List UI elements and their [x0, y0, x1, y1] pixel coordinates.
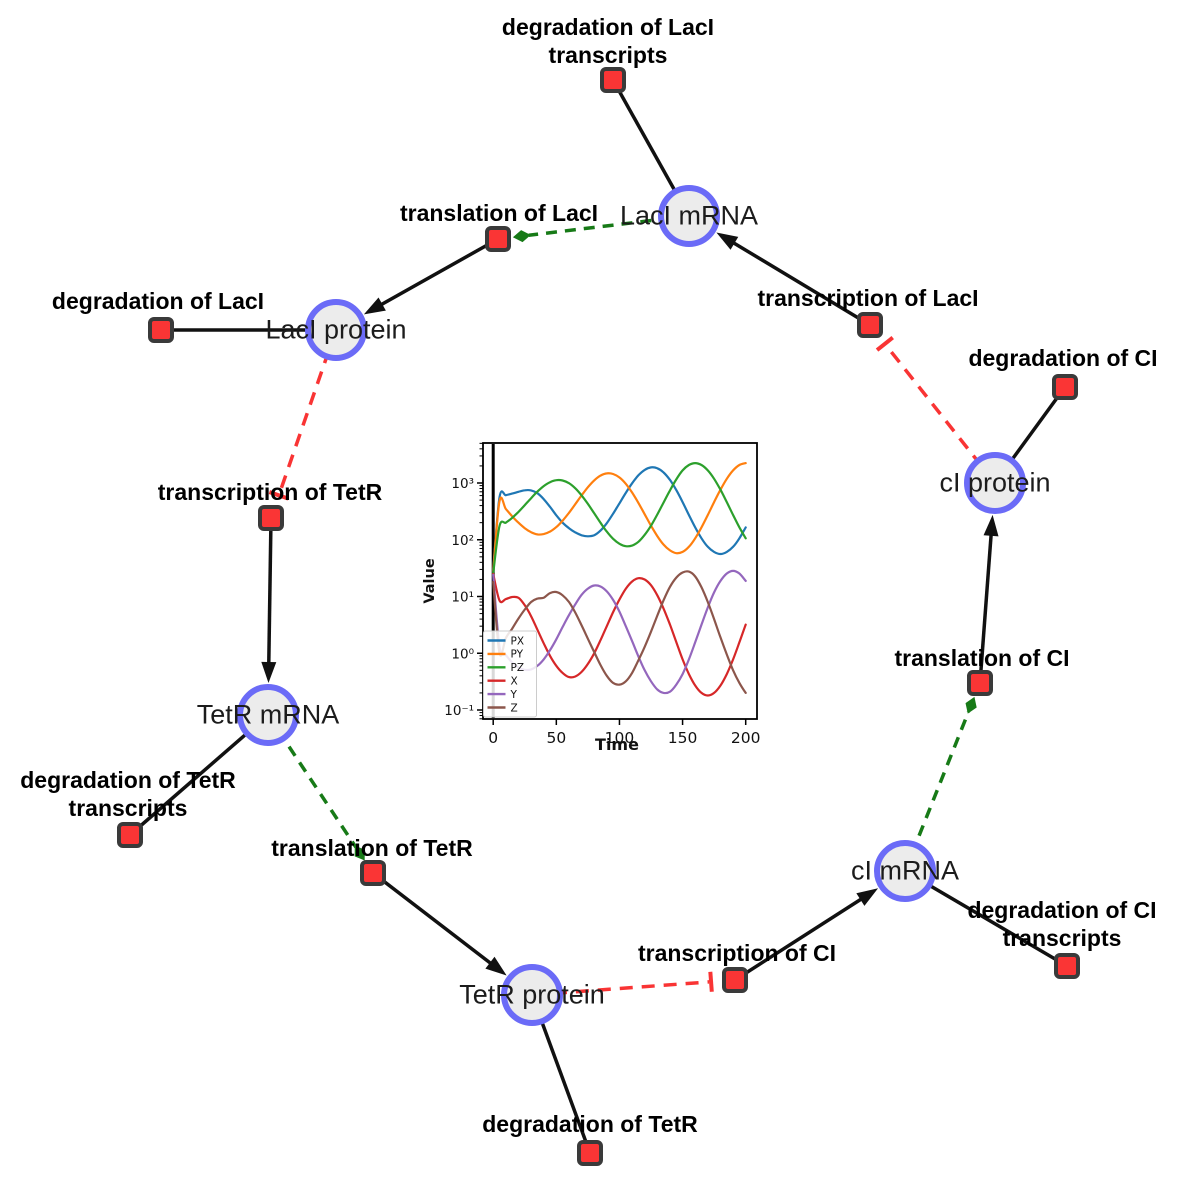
- arrowhead-icon: [856, 888, 879, 906]
- reaction-node-transl-laci: [485, 226, 511, 252]
- y-tick-label: 10³: [451, 476, 474, 492]
- edge-tx-tetr-to-tetr-mrna: [266, 517, 273, 672]
- diamond-arrowhead-icon: [354, 845, 365, 861]
- diamond-arrowhead-icon: [965, 696, 977, 714]
- x-tick-label: 50: [546, 729, 566, 747]
- legend-label-PX: PX: [511, 635, 525, 647]
- x-tick-label: 0: [488, 729, 498, 747]
- series-line-X: [492, 572, 747, 697]
- edge-transl-tetr-to-tetr-protein: [371, 871, 499, 970]
- series-line-Z: [492, 570, 747, 694]
- reaction-node-deg-ci-tx: [1054, 953, 1080, 979]
- reaction-node-deg-ci: [1052, 374, 1078, 400]
- edge-transl-ci-to-ci-protein: [978, 526, 994, 684]
- y-tick-label: 10⁻¹: [444, 703, 474, 719]
- reaction-node-transl-tetr: [360, 860, 386, 886]
- x-tick-label: 200: [731, 729, 761, 747]
- arrowhead-icon: [261, 661, 277, 684]
- legend-label-PZ: PZ: [511, 662, 525, 674]
- reaction-node-deg-tetr-tx: [117, 822, 143, 848]
- species-node-tetr-protein: [501, 964, 563, 1026]
- reaction-node-deg-laci: [148, 317, 174, 343]
- species-node-ci-protein: [964, 452, 1026, 514]
- legend-label-X: X: [511, 676, 518, 688]
- series-line-PZ: [492, 462, 747, 575]
- diamond-arrowhead-icon: [512, 230, 531, 243]
- x-tick-label: 150: [668, 729, 698, 747]
- edge-tx-ci-to-ci-mrna: [734, 893, 869, 982]
- species-node-laci-protein: [305, 299, 367, 361]
- y-tick-label: 10²: [451, 533, 474, 549]
- y-tick-label: 10⁰: [451, 646, 474, 662]
- y-tick-label: 10¹: [451, 590, 474, 606]
- species-node-laci-mrna: [658, 185, 720, 247]
- edge-tx-laci-to-laci-mrna: [725, 237, 871, 327]
- reaction-node-tx-ci: [722, 967, 748, 993]
- legend-label-PY: PY: [511, 649, 524, 661]
- y-axis-label: Value: [422, 558, 438, 604]
- species-node-ci-mrna: [874, 840, 936, 902]
- reaction-node-tx-tetr: [258, 505, 284, 531]
- legend-box: [483, 630, 537, 718]
- legend-label-Y: Y: [510, 689, 518, 701]
- inhibition-tee-icon: [708, 971, 714, 992]
- species-node-tetr-mrna: [237, 684, 299, 746]
- reaction-node-tx-laci: [857, 312, 883, 338]
- nodes-layer: [117, 67, 1080, 1166]
- series-line-PY: [492, 462, 747, 573]
- legend-label-Z: Z: [511, 702, 518, 714]
- edge-transl-laci-to-laci-protein: [373, 237, 499, 310]
- arrowhead-icon: [485, 956, 507, 976]
- reaction-node-deg-laci-tx: [600, 67, 626, 93]
- inset-chart: 0 50 100 150 200 10⁻¹ 10⁰ 10¹ 10² 10³ Time Value PX P…: [422, 442, 761, 754]
- edge-ci-mrna-to-deg-ci-tx: [904, 869, 1068, 968]
- arrowhead-icon: [983, 514, 999, 537]
- series-line-PX: [492, 466, 747, 571]
- reaction-node-transl-ci: [967, 670, 993, 696]
- reaction-node-deg-tetr: [577, 1140, 603, 1166]
- inhibition-tee-icon: [268, 490, 289, 501]
- arrowhead-icon: [716, 232, 739, 250]
- arrowhead-icon: [363, 297, 386, 315]
- x-tick-label: 100: [605, 729, 635, 747]
- x-axis-label: Time: [595, 735, 639, 754]
- inhibition-tee-icon: [875, 336, 894, 352]
